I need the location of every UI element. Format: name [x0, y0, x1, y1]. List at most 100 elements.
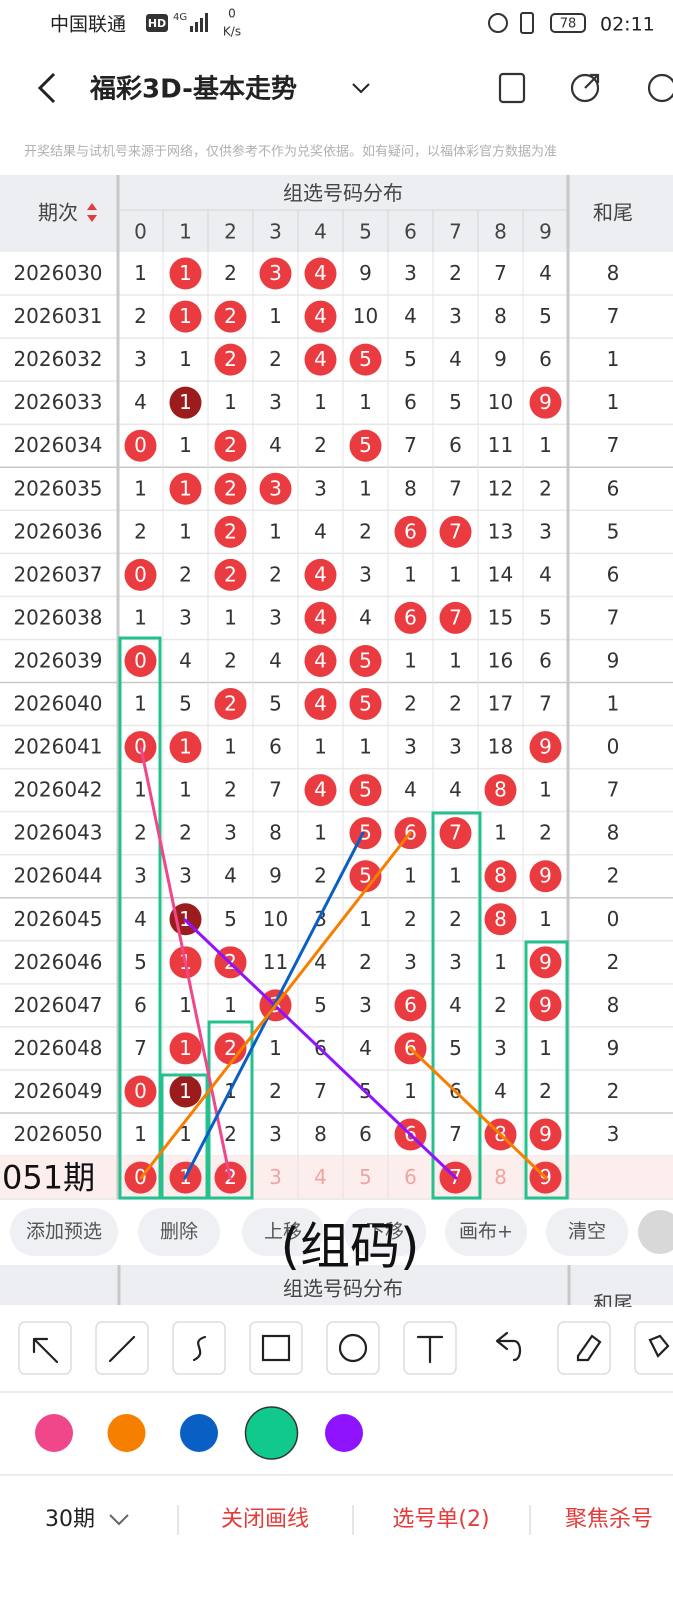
- action-label[interactable]: 清空: [568, 1221, 606, 1243]
- share-icon[interactable]: [570, 73, 600, 103]
- miss-count: 1: [539, 907, 552, 931]
- miss-count: 7: [314, 1079, 327, 1103]
- sum-tail: 5: [607, 519, 620, 543]
- focus-kill[interactable]: 聚焦杀号: [565, 1507, 653, 1532]
- miss-count: 1: [539, 778, 552, 802]
- more-icon[interactable]: [647, 73, 673, 103]
- pick-list[interactable]: 选号单(2): [392, 1507, 489, 1532]
- action-button[interactable]: [138, 1208, 220, 1256]
- action-label[interactable]: 下移: [366, 1221, 404, 1243]
- pen-color[interactable]: [325, 1414, 363, 1452]
- collapse-button[interactable]: [638, 1210, 673, 1254]
- ball-number: 5: [359, 648, 372, 672]
- page-title[interactable]: 福彩3D-基本走势: [89, 75, 297, 105]
- miss-count: 2: [269, 347, 282, 371]
- miss-count: 3: [404, 950, 417, 974]
- pen-color[interactable]: [35, 1414, 73, 1452]
- action-button[interactable]: [10, 1208, 118, 1256]
- miss-count: 6: [449, 433, 462, 457]
- ball: [214, 472, 247, 505]
- miss-count: 1: [314, 821, 327, 845]
- carrier: 中国联通: [50, 14, 126, 36]
- close-lines[interactable]: 关闭画线: [221, 1507, 309, 1532]
- miss-count: 10: [353, 304, 378, 328]
- miss-count: 2: [269, 562, 282, 586]
- circle-tool[interactable]: [338, 1333, 368, 1363]
- ball: [349, 774, 382, 807]
- miss-count: 1: [134, 1122, 147, 1146]
- rect-tool[interactable]: [261, 1334, 291, 1362]
- ball-number: 2: [224, 476, 237, 500]
- miss-count: 1: [179, 1122, 192, 1146]
- miss-count: 2: [449, 261, 462, 285]
- miss-count: 1: [179, 778, 192, 802]
- sum-tail: 3: [607, 1122, 620, 1146]
- sum-tail: 2: [607, 1079, 620, 1103]
- ball: [124, 429, 157, 462]
- sum-tail: 7: [607, 304, 620, 328]
- clear-tool[interactable]: [648, 1334, 670, 1358]
- back-button[interactable]: [37, 72, 56, 104]
- miss-count: 6: [539, 347, 552, 371]
- action-button[interactable]: [242, 1208, 324, 1256]
- title-dropdown[interactable]: [352, 83, 370, 94]
- miss-count: 2: [314, 433, 327, 457]
- miss-count: 3: [404, 735, 417, 759]
- undo-tool[interactable]: [495, 1331, 522, 1362]
- miss-count: 10: [263, 907, 288, 931]
- sort-icon[interactable]: [87, 203, 97, 222]
- arrow-tool[interactable]: [32, 1337, 59, 1364]
- ball: [259, 257, 292, 290]
- action-button[interactable]: [344, 1208, 426, 1256]
- ball-number: 4: [314, 304, 327, 328]
- digit-header: 8: [494, 220, 507, 244]
- device-icon[interactable]: [498, 72, 526, 104]
- miss-count: 3: [269, 1165, 282, 1189]
- miss-count: 5: [359, 1165, 372, 1189]
- miss-count: 3: [269, 605, 282, 629]
- sum-tail: 0: [607, 907, 620, 931]
- action-label[interactable]: 添加预选: [26, 1221, 102, 1243]
- period: 2026044: [13, 864, 102, 888]
- pen-color[interactable]: [107, 1414, 146, 1452]
- action-button[interactable]: [546, 1208, 628, 1256]
- ball: [349, 860, 382, 893]
- period: 2026035: [13, 476, 102, 500]
- miss-count: 4: [179, 648, 192, 672]
- miss-count: 1: [224, 993, 237, 1017]
- period: 2026049: [13, 1079, 102, 1103]
- ball-number: 6: [404, 605, 417, 629]
- miss-count: 9: [269, 864, 282, 888]
- ball: [529, 860, 562, 893]
- ball: [304, 343, 337, 376]
- action-label[interactable]: 上移: [264, 1221, 302, 1243]
- eraser-tool[interactable]: [576, 1334, 602, 1362]
- curve-tool[interactable]: [192, 1335, 207, 1362]
- miss-count: 3: [359, 562, 372, 586]
- miss-count: 3: [404, 261, 417, 285]
- lower-header: [0, 1265, 673, 1305]
- miss-count: 1: [134, 261, 147, 285]
- text-tool[interactable]: [416, 1335, 444, 1364]
- miss-count: 4: [539, 261, 552, 285]
- miss-count: 14: [488, 562, 513, 586]
- action-label[interactable]: 删除: [160, 1221, 198, 1243]
- miss-count: 1: [359, 735, 372, 759]
- sum-tail: 7: [607, 778, 620, 802]
- ball-number: 9: [539, 993, 552, 1017]
- ball-number: 2: [224, 304, 237, 328]
- period: 2026030: [13, 261, 102, 285]
- action-label[interactable]: 画布+: [459, 1221, 513, 1243]
- miss-count: 8: [269, 821, 282, 845]
- period-select[interactable]: 30期: [45, 1507, 95, 1532]
- miss-count: 1: [269, 519, 282, 543]
- ball-number: 2: [224, 347, 237, 371]
- miss-count: 2: [224, 778, 237, 802]
- ball-number: 5: [359, 433, 372, 457]
- line-tool[interactable]: [108, 1335, 136, 1363]
- pen-color[interactable]: [180, 1414, 218, 1452]
- miss-count: 1: [494, 950, 507, 974]
- action-button[interactable]: [445, 1208, 527, 1256]
- ball-number: 0: [134, 1079, 147, 1103]
